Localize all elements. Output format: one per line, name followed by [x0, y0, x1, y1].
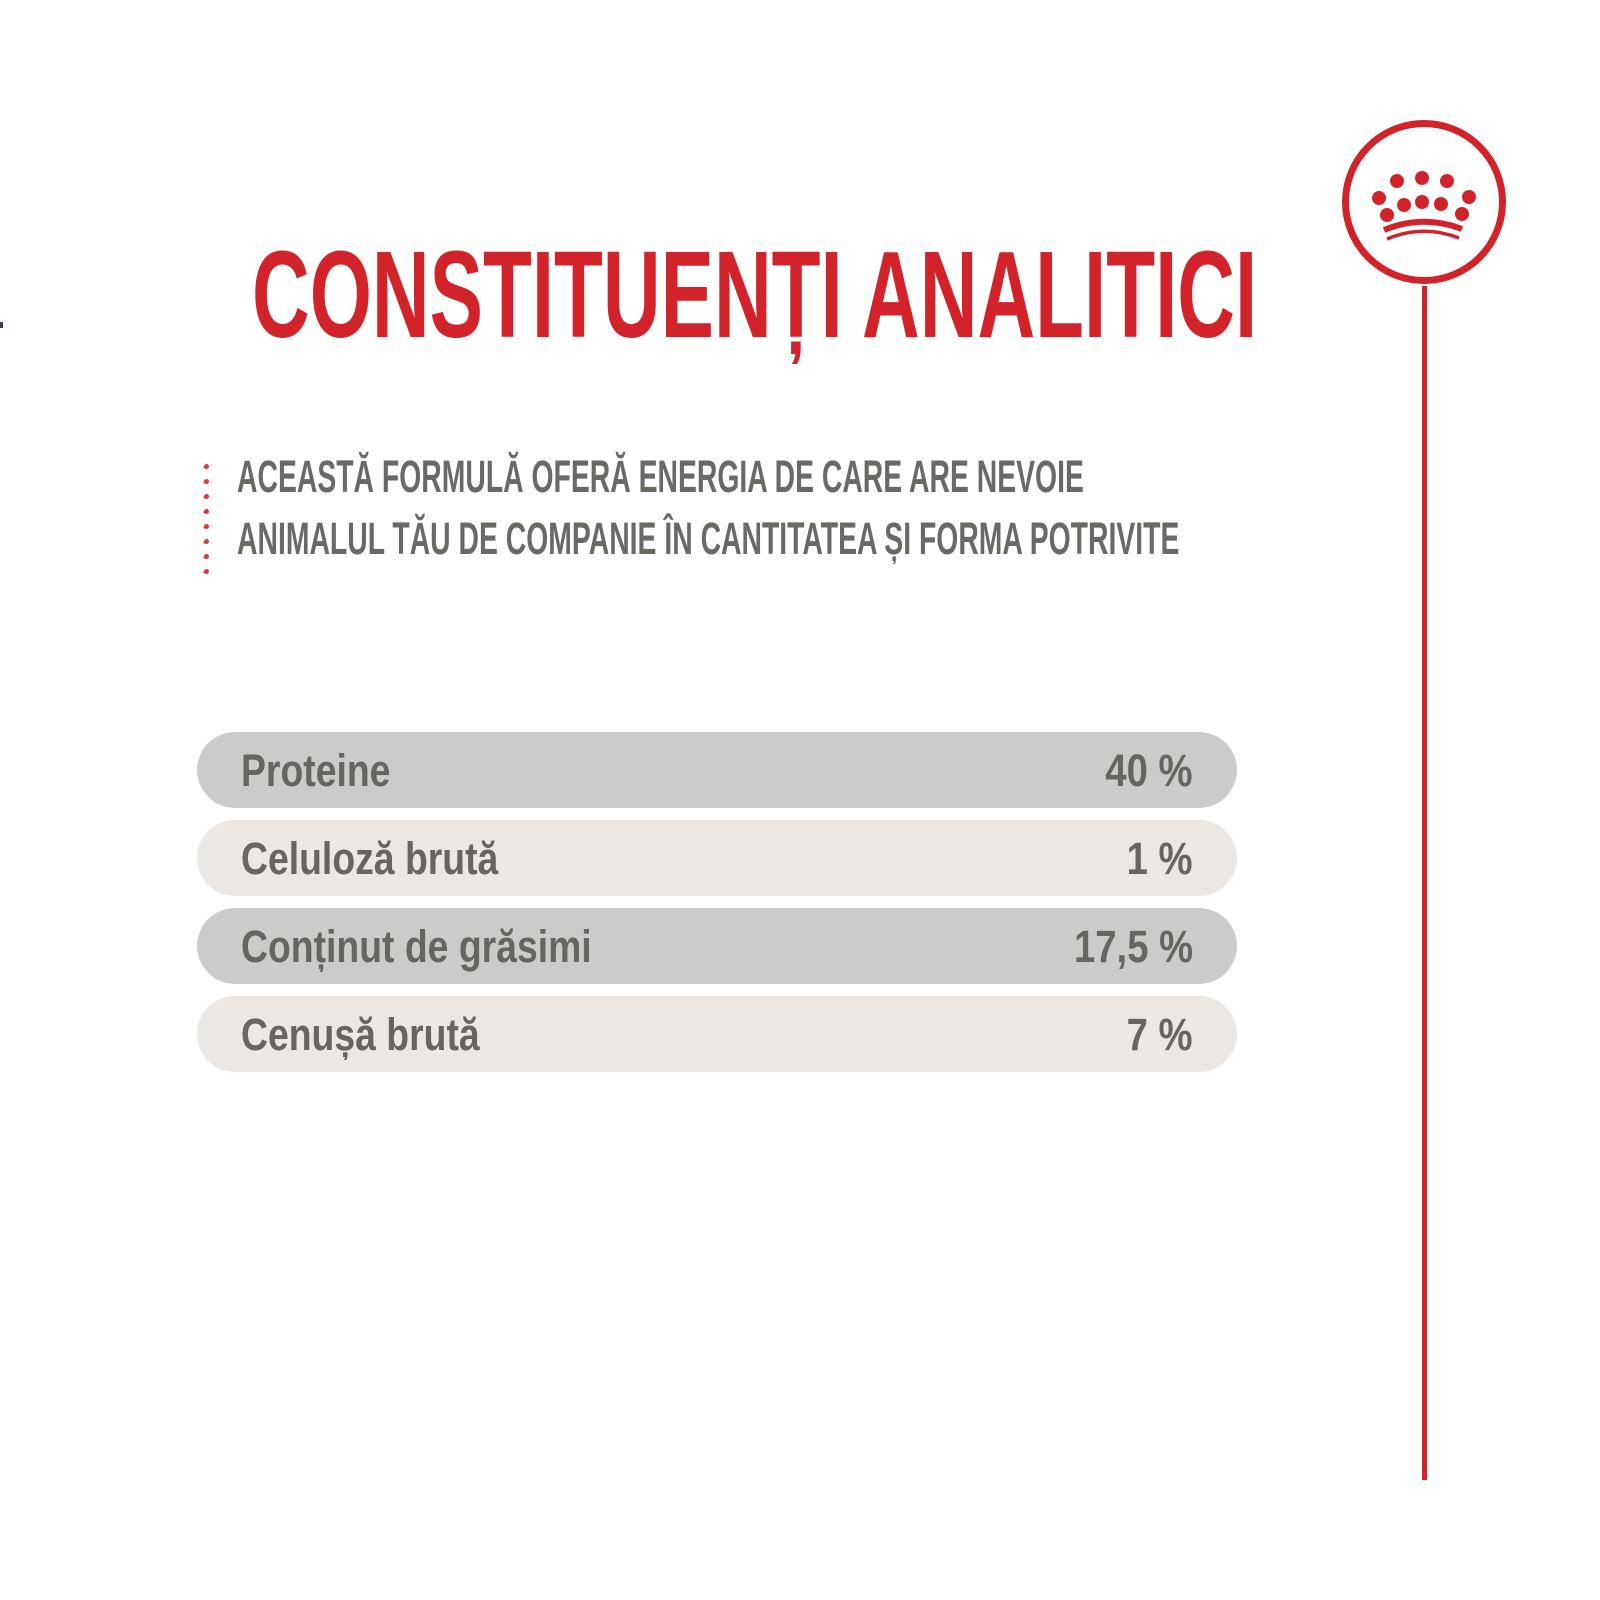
- subtitle-line-2: ANIMALUL TĂU DE COMPANIE ÎN CANTITATEA Ș…: [237, 516, 1600, 561]
- page-title-text: CONSTITUENȚI ANALITICI: [252, 227, 1258, 365]
- nutrient-label: Cenușă brută: [241, 1008, 480, 1060]
- table-row: Cenușă brută 7 %: [197, 996, 1237, 1072]
- royal-canin-crown-icon: [1372, 171, 1476, 241]
- subtitle-line-1-text: ACEASTĂ FORMULĂ OFERĂ ENERGIA DE CARE AR…: [237, 451, 1084, 502]
- nutrient-label: Proteine: [241, 744, 391, 796]
- nutrient-value: 17,5 %: [1073, 920, 1193, 972]
- nutrient-value: 40 %: [1105, 744, 1193, 796]
- nutrient-label: Conținut de grăsimi: [241, 920, 592, 972]
- vertical-divider-line: [1422, 286, 1427, 1480]
- nutrient-label: Celuloză brută: [241, 832, 499, 884]
- edge-artifact-mark: [0, 322, 3, 328]
- nutrient-value: 7 %: [1127, 1008, 1193, 1060]
- dotted-accent-line: [203, 463, 210, 575]
- table-row: Celuloză brută 1 %: [197, 820, 1237, 896]
- table-row: Proteine 40 %: [197, 732, 1237, 808]
- subtitle-line-1: ACEASTĂ FORMULĂ OFERĂ ENERGIA DE CARE AR…: [237, 454, 1581, 499]
- nutrient-value: 1 %: [1127, 832, 1193, 884]
- page-title: CONSTITUENȚI ANALITICI: [252, 234, 1600, 357]
- brand-logo-badge: [1342, 120, 1506, 284]
- subtitle-line-2-text: ANIMALUL TĂU DE COMPANIE ÎN CANTITATEA Ș…: [237, 513, 1180, 564]
- table-row: Conținut de grăsimi 17,5 %: [197, 908, 1237, 984]
- nutrients-table: Proteine 40 % Celuloză brută 1 % Conținu…: [197, 732, 1237, 1084]
